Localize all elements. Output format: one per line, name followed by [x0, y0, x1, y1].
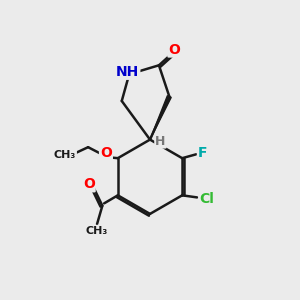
Text: CH₃: CH₃ [54, 150, 76, 160]
Text: Cl: Cl [200, 192, 214, 206]
Text: NH: NH [116, 65, 139, 79]
Text: O: O [100, 146, 112, 160]
Text: O: O [168, 43, 180, 56]
Text: H: H [155, 135, 166, 148]
Text: F: F [198, 146, 207, 160]
Polygon shape [150, 96, 171, 140]
Text: O: O [83, 177, 94, 191]
Text: CH₃: CH₃ [86, 226, 108, 236]
